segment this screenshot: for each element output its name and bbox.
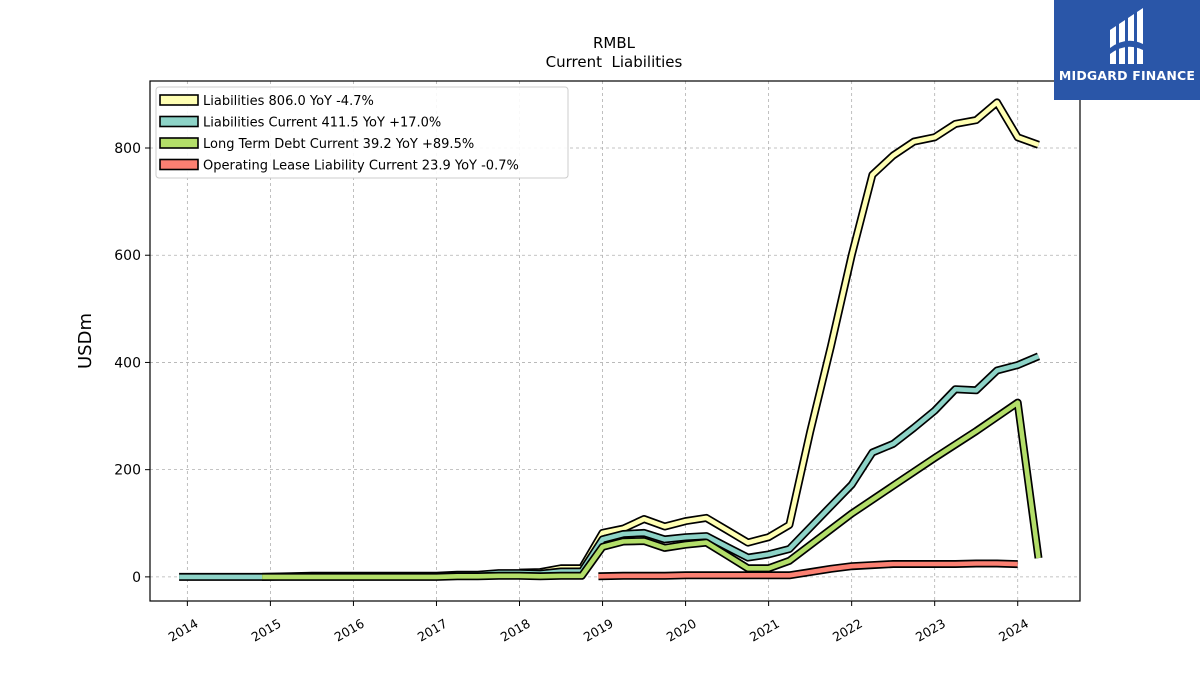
legend-label: Liabilities 806.0 YoY -4.7% [203, 94, 374, 109]
x-tick-label: 2018 [498, 616, 533, 645]
y-tick-label: 400 [114, 355, 141, 371]
y-tick-label: 0 [132, 570, 141, 586]
legend-label: Long Term Debt Current 39.2 YoY +89.5% [203, 137, 474, 152]
x-tick-label: 2023 [913, 616, 948, 645]
x-tick-label: 2024 [996, 616, 1031, 645]
y-tick-label: 800 [114, 141, 141, 157]
logo-mark-icon [1110, 8, 1143, 64]
series-line-4 [598, 559, 1018, 581]
brand-logo: MIDGARD FINANCE [1054, 0, 1200, 100]
x-tick-label: 2016 [332, 616, 367, 645]
series-layer [179, 98, 1043, 581]
x-tick-label: 2021 [747, 616, 782, 645]
legend-label: Liabilities Current 411.5 YoY +17.0% [203, 116, 441, 131]
legend-swatch [159, 158, 199, 171]
legend-swatch [159, 115, 199, 128]
y-axis-label: USDm [75, 313, 96, 369]
legend-swatch [159, 94, 199, 106]
legend-swatch [159, 137, 199, 149]
x-tick-label: 2014 [166, 616, 201, 645]
legend: Liabilities 806.0 YoY -4.7% Liabilities C… [155, 86, 569, 179]
y-tick-label: 600 [114, 248, 141, 264]
x-tick-label: 2015 [249, 616, 284, 645]
y-tick-label: 200 [114, 463, 141, 479]
x-tick-label: 2020 [664, 616, 699, 645]
series-line-1 [519, 98, 1040, 577]
plot-frame [149, 80, 1081, 602]
x-tick-label: 2022 [830, 616, 865, 645]
x-tick-label: 2019 [581, 616, 616, 645]
legend-label: Operating Lease Liability Current 23.9 Y… [203, 159, 519, 174]
legend-box [155, 86, 569, 179]
x-tick-label: 2017 [415, 616, 450, 645]
chart-title: RMBL [593, 34, 636, 52]
series-line-3 [262, 398, 1043, 581]
brand-name: MIDGARD FINANCE [1058, 68, 1196, 83]
chart-subtitle: Current Liabilities [546, 53, 683, 71]
